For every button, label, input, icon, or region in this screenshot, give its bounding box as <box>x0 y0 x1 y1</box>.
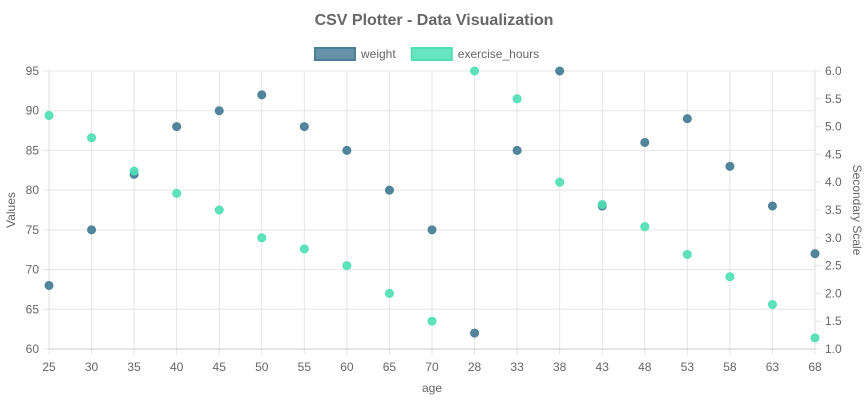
data-point-weight <box>44 280 54 290</box>
x-tick-label: 60 <box>340 360 354 374</box>
data-point-weight <box>810 249 820 259</box>
data-point-exercise-hours <box>384 288 394 298</box>
y2-tick-label: 2.5 <box>825 259 842 273</box>
x-tick-label: 50 <box>255 360 269 374</box>
legend-item-weight[interactable]: weight <box>314 47 396 61</box>
data-point-exercise-hours <box>427 316 437 326</box>
y-tick-label: 95 <box>26 64 40 78</box>
x-tick-label: 45 <box>213 360 227 374</box>
data-point-exercise-hours <box>214 205 224 215</box>
x-tick-label: 35 <box>127 360 141 374</box>
y-tick-label: 60 <box>26 342 40 356</box>
data-point-weight <box>257 90 267 100</box>
data-point-exercise-hours <box>342 261 352 271</box>
data-point-exercise-hours <box>299 244 309 254</box>
y2-tick-label: 1.0 <box>825 342 842 356</box>
data-point-exercise-hours <box>597 199 607 209</box>
data-point-weight <box>725 161 735 171</box>
chart-title: CSV Plotter - Data Visualization <box>315 12 554 29</box>
x-tick-label: 48 <box>638 360 652 374</box>
legend: weight exercise_hours <box>314 47 539 61</box>
grid <box>43 70 821 355</box>
y-tick-label: 65 <box>26 302 40 316</box>
data-point-exercise-hours <box>512 94 522 104</box>
data-point-exercise-hours <box>555 177 565 187</box>
data-point-exercise-hours <box>129 166 139 176</box>
data-point-exercise-hours <box>767 300 777 310</box>
x-tick-label: 70 <box>425 360 439 374</box>
y2-tick-label: 4.5 <box>825 147 842 161</box>
data-point-exercise-hours <box>257 233 267 243</box>
data-point-exercise-hours <box>725 272 735 282</box>
y2-tick-label: 1.5 <box>825 314 842 328</box>
data-point-exercise-hours <box>44 110 54 120</box>
data-point-weight <box>767 201 777 211</box>
legend-label: weight <box>360 47 396 61</box>
y-tick-label: 90 <box>26 104 40 118</box>
x-tick-label: 40 <box>170 360 184 374</box>
data-point-weight <box>342 145 352 155</box>
axes: 60 65 70 75 80 85 90 95 1.0 1.5 2.0 2.5 3.0 3.5 4.0 4.5… <box>26 64 842 374</box>
y-axis-label: Values <box>4 192 18 228</box>
legend-swatch <box>314 47 356 61</box>
x-tick-label: 25 <box>42 360 56 374</box>
data-point-exercise-hours <box>172 188 182 198</box>
x-tick-label: 55 <box>298 360 312 374</box>
y2-tick-label: 5.0 <box>825 120 842 134</box>
data-point-weight <box>470 328 480 338</box>
y-tick-label: 70 <box>26 263 40 277</box>
data-points <box>44 66 820 343</box>
data-point-weight <box>427 225 437 235</box>
x-tick-label: 65 <box>383 360 397 374</box>
data-point-weight <box>640 137 650 147</box>
legend-item-exercise-hours[interactable]: exercise_hours <box>410 47 539 61</box>
y2-tick-label: 6.0 <box>825 64 842 78</box>
data-point-exercise-hours <box>810 333 820 343</box>
x-tick-label: 38 <box>553 360 567 374</box>
data-point-weight <box>172 122 182 132</box>
data-point-weight <box>512 145 522 155</box>
x-tick-label: 30 <box>85 360 99 374</box>
data-point-exercise-hours <box>470 66 480 76</box>
y-tick-label: 80 <box>26 183 40 197</box>
y2-tick-label: 5.5 <box>825 92 842 106</box>
x-tick-label: 33 <box>510 360 524 374</box>
y2-axis-label: Secondary Scale <box>850 165 864 256</box>
y-tick-label: 85 <box>26 143 40 157</box>
y2-tick-label: 2.0 <box>825 286 842 300</box>
data-point-weight <box>384 185 394 195</box>
x-tick-label: 53 <box>681 360 695 374</box>
y2-tick-label: 4.0 <box>825 175 842 189</box>
y2-tick-label: 3.0 <box>825 231 842 245</box>
y-tick-label: 75 <box>26 223 40 237</box>
y2-tick-label: 3.5 <box>825 203 842 217</box>
data-point-exercise-hours <box>640 222 650 232</box>
data-point-weight <box>682 114 692 124</box>
data-point-weight <box>299 122 309 132</box>
data-point-weight <box>87 225 97 235</box>
x-tick-label: 43 <box>596 360 610 374</box>
legend-label: exercise_hours <box>458 47 539 61</box>
x-tick-label: 58 <box>723 360 737 374</box>
x-tick-label: 68 <box>808 360 822 374</box>
data-point-weight <box>214 106 224 116</box>
data-point-weight <box>555 66 565 76</box>
data-point-exercise-hours <box>87 133 97 143</box>
x-tick-label: 28 <box>468 360 482 374</box>
data-point-exercise-hours <box>682 249 692 259</box>
x-axis-label: age <box>422 381 442 395</box>
x-tick-label: 63 <box>766 360 780 374</box>
legend-swatch <box>410 47 453 61</box>
